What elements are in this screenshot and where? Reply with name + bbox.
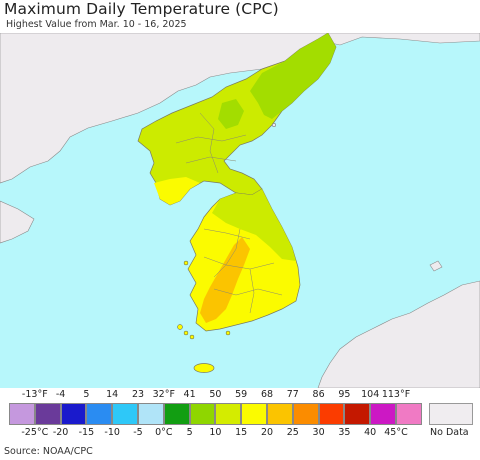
legend-fahrenheit-label: 50	[209, 389, 222, 400]
island	[225, 330, 231, 336]
map-title: Maximum Daily Temperature (CPC)	[4, 0, 279, 18]
legend-swatch	[138, 403, 164, 425]
legend-celsius-label: 0°C	[155, 427, 173, 438]
legend-fahrenheit-label: 59	[235, 389, 248, 400]
north-korea-warm-zone	[154, 177, 200, 205]
legend-celsius-label: 20	[260, 427, 274, 438]
legend-celsius-label: -5	[133, 427, 143, 438]
legend-fahrenheit-label: 68	[260, 389, 274, 400]
legend-fahrenheit-label: 32°F	[152, 389, 175, 400]
legend-celsius-label: 10	[209, 427, 222, 438]
legend-swatch	[189, 403, 216, 425]
island	[183, 330, 189, 336]
legend-celsius-label: 40	[364, 427, 377, 438]
legend-fahrenheit-label: 104	[361, 389, 380, 400]
legend-celsius-label: 30	[312, 427, 325, 438]
legend-celsius-label: 45°C	[384, 427, 408, 438]
map-svg	[0, 32, 480, 389]
legend-celsius-label: -10	[104, 427, 120, 438]
island	[177, 324, 183, 330]
legend-fahrenheit-label: 77	[286, 389, 299, 400]
island	[183, 260, 189, 266]
legend-fahrenheit-label: 14	[106, 389, 119, 400]
legend-swatch	[60, 403, 87, 425]
legend-fahrenheit-label: 113°F	[381, 389, 411, 400]
legend-swatch	[9, 403, 35, 425]
legend-no-data-swatch	[429, 403, 473, 425]
jeju-island	[193, 363, 215, 373]
north-korea-cool-patch	[218, 99, 244, 129]
legend-swatch	[112, 403, 138, 425]
legend-swatch	[86, 403, 113, 425]
legend-swatch	[396, 403, 422, 425]
legend-swatch	[241, 403, 267, 425]
legend-fahrenheit-label: -4	[55, 389, 66, 400]
legend-fahrenheit-label: 5	[83, 389, 90, 400]
color-legend: -13°F -4 5 14 23 32°F 41 50 59 68 77 86 95 104 113°F -2…	[0, 386, 480, 446]
legend-fahrenheit-label: -13°F	[21, 389, 48, 400]
island	[189, 334, 195, 340]
legend-swatch	[215, 403, 242, 425]
legend-fahrenheit-label: 86	[312, 389, 325, 400]
legend-swatch	[267, 403, 293, 425]
temperature-map	[0, 32, 480, 389]
legend-celsius-label: -15	[78, 427, 95, 438]
legend-celsius-label: 25	[286, 427, 299, 438]
south-korea-cool-zone	[212, 189, 296, 261]
island	[271, 122, 277, 128]
china-mainland	[0, 32, 480, 184]
province-boundaries	[175, 112, 283, 314]
legend-swatch	[163, 403, 190, 425]
legend-no-data-label: No Data	[430, 427, 469, 438]
legend-celsius-label: 5	[186, 427, 193, 438]
source-label: Source: NOAA/CPC	[4, 446, 93, 457]
japan-land	[317, 280, 480, 389]
south-korea-warm-zone	[200, 237, 250, 323]
legend-fahrenheit-label: 41	[183, 389, 196, 400]
legend-swatch	[344, 403, 371, 425]
legend-swatch	[370, 403, 396, 425]
legend-fahrenheit-label: 95	[338, 389, 351, 400]
legend-swatch	[292, 403, 319, 425]
legend-swatch	[34, 403, 61, 425]
japan-island	[429, 260, 443, 272]
legend-fahrenheit-label: 23	[131, 389, 145, 400]
map-subtitle: Highest Value from Mar. 10 - 16, 2025	[6, 19, 187, 30]
north-korea-cool-zone	[250, 33, 336, 119]
legend-swatch	[318, 403, 345, 425]
legend-celsius-label: 15	[235, 427, 248, 438]
legend-celsius-label: -25°C	[21, 427, 49, 438]
china-coast-south	[0, 200, 35, 244]
legend-celsius-label: -20	[52, 427, 69, 438]
legend-celsius-label: 35	[338, 427, 351, 438]
